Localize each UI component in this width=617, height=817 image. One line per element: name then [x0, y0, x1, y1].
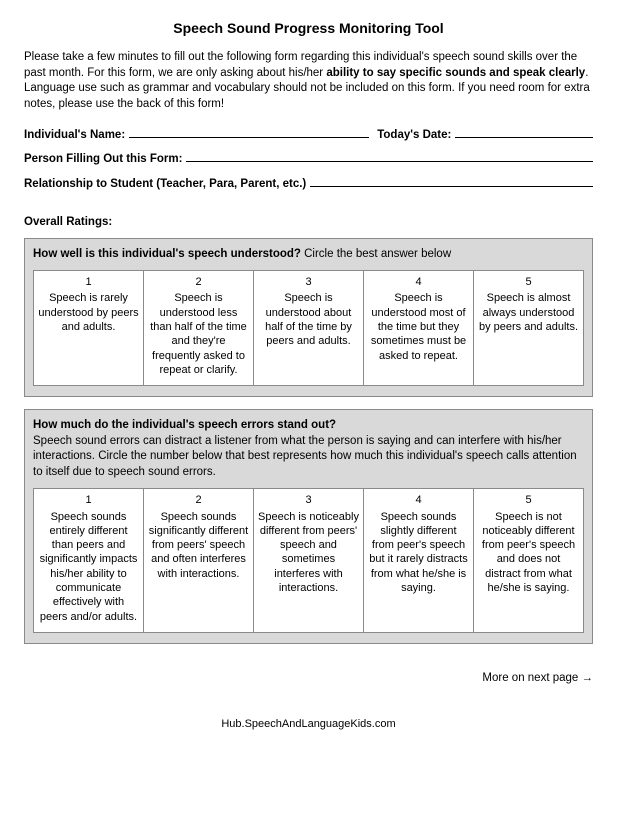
- intro-text-bold: ability to say specific sounds and speak…: [326, 67, 585, 79]
- q2-option-4-text: Speech sounds slightly different from pe…: [368, 510, 469, 596]
- q2-option-3[interactable]: 3 Speech is noticeably different from pe…: [254, 488, 364, 633]
- relationship-blank[interactable]: [310, 175, 593, 187]
- q2-option-1-num: 1: [38, 493, 139, 507]
- filler-label: Person Filling Out this Form:: [24, 153, 182, 165]
- rating-block-understood: How well is this individual's speech und…: [24, 238, 593, 398]
- overall-ratings-heading: Overall Ratings:: [24, 216, 593, 228]
- q1-option-4-text: Speech is understood most of the time bu…: [368, 291, 469, 362]
- q2-option-5-text: Speech is not noticeably different from …: [478, 510, 579, 596]
- name-blank[interactable]: [129, 126, 369, 138]
- q1-options-table: 1 Speech is rarely understood by peers a…: [33, 270, 584, 386]
- q1-option-3-num: 3: [258, 275, 359, 289]
- name-label: Individual's Name:: [24, 129, 125, 141]
- q1-option-2-text: Speech is understood less than half of t…: [148, 291, 249, 377]
- q1-prompt-bold: How well is this individual's speech und…: [33, 248, 301, 260]
- q1-prompt: How well is this individual's speech und…: [33, 247, 584, 263]
- q1-option-4[interactable]: 4 Speech is understood most of the time …: [364, 270, 474, 386]
- q1-option-3-text: Speech is understood about half of the t…: [258, 291, 359, 348]
- page-footer: Hub.SpeechAndLanguageKids.com: [24, 718, 593, 730]
- filler-field: Person Filling Out this Form:: [24, 151, 593, 166]
- q1-option-5-text: Speech is almost always understood by pe…: [478, 291, 579, 334]
- rating-block-errors: How much do the individual's speech erro…: [24, 409, 593, 644]
- q2-prompt-bold: How much do the individual's speech erro…: [33, 419, 336, 431]
- q1-option-1[interactable]: 1 Speech is rarely understood by peers a…: [33, 270, 144, 386]
- name-field: Individual's Name:: [24, 126, 369, 141]
- q1-option-2[interactable]: 2 Speech is understood less than half of…: [144, 270, 254, 386]
- q2-option-2[interactable]: 2 Speech sounds significantly different …: [144, 488, 254, 633]
- q1-option-5[interactable]: 5 Speech is almost always understood by …: [474, 270, 584, 386]
- q1-option-3[interactable]: 3 Speech is understood about half of the…: [254, 270, 364, 386]
- filler-blank[interactable]: [186, 151, 593, 163]
- q2-prompt: How much do the individual's speech erro…: [33, 418, 584, 480]
- relationship-field: Relationship to Student (Teacher, Para, …: [24, 175, 593, 190]
- q2-option-2-text: Speech sounds significantly different fr…: [148, 510, 249, 581]
- q2-option-5[interactable]: 5 Speech is not noticeably different fro…: [474, 488, 584, 633]
- q2-option-2-num: 2: [148, 493, 249, 507]
- q1-option-4-num: 4: [368, 275, 469, 289]
- date-label: Today's Date:: [377, 129, 451, 141]
- q2-option-1[interactable]: 1 Speech sounds entirely different than …: [33, 488, 144, 633]
- q2-prompt-rest: Speech sound errors can distract a liste…: [33, 435, 577, 478]
- q2-option-4-num: 4: [368, 493, 469, 507]
- q1-option-1-num: 1: [38, 275, 139, 289]
- relationship-label: Relationship to Student (Teacher, Para, …: [24, 178, 306, 190]
- q2-options-table: 1 Speech sounds entirely different than …: [33, 488, 584, 633]
- document-page: Speech Sound Progress Monitoring Tool Pl…: [0, 0, 617, 742]
- date-field: Today's Date:: [377, 126, 593, 141]
- q2-option-3-text: Speech is noticeably different from peer…: [258, 510, 359, 596]
- date-blank[interactable]: [455, 126, 593, 138]
- q1-option-2-num: 2: [148, 275, 249, 289]
- intro-paragraph: Please take a few minutes to fill out th…: [24, 50, 593, 112]
- q2-option-1-text: Speech sounds entirely different than pe…: [38, 510, 139, 624]
- q2-option-3-num: 3: [258, 493, 359, 507]
- name-date-row: Individual's Name: Today's Date:: [24, 126, 593, 141]
- page-title: Speech Sound Progress Monitoring Tool: [24, 20, 593, 36]
- q1-option-1-text: Speech is rarely understood by peers and…: [38, 291, 139, 334]
- q1-prompt-rest: Circle the best answer below: [301, 248, 451, 260]
- more-on-next-page: More on next page →: [24, 672, 593, 684]
- q2-option-5-num: 5: [478, 493, 579, 507]
- q2-option-4[interactable]: 4 Speech sounds slightly different from …: [364, 488, 474, 633]
- q1-option-5-num: 5: [478, 275, 579, 289]
